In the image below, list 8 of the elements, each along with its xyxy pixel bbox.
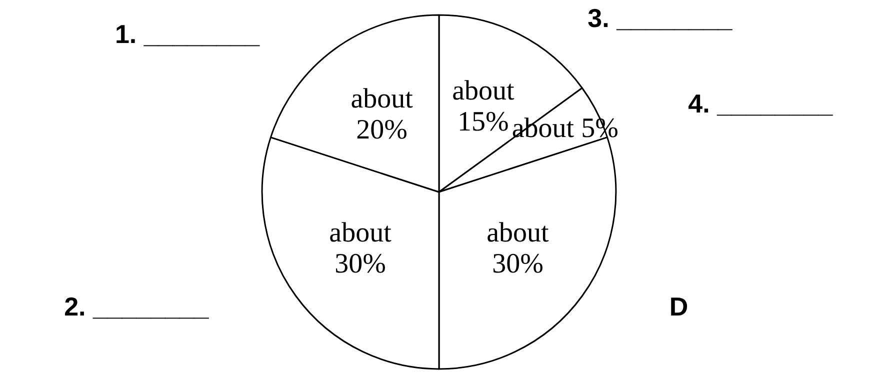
slice-label: 4. ________ — [688, 88, 834, 118]
slice-label: 3. ________ — [588, 3, 733, 34]
slice-label: 2. ________ — [64, 292, 210, 322]
slice-label: D — [669, 292, 688, 322]
data-label: about 30% — [486, 217, 550, 280]
data-label: about 20% — [350, 83, 414, 146]
slice-label: 1. ________ — [114, 19, 260, 50]
data-label: about 30% — [329, 217, 392, 280]
